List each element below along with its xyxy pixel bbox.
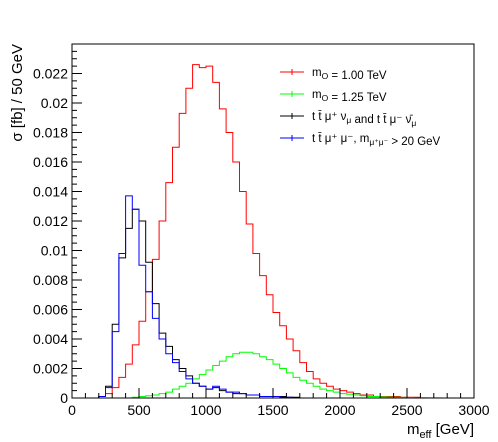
y-axis-label: σ [fb] / 50 GeV (9, 44, 26, 142)
y-tick-label: 0.006 (33, 302, 68, 318)
x-axis-label: meff [GeV] (407, 421, 474, 441)
y-tick-label: 0.012 (33, 213, 68, 229)
x-tick-label: 500 (127, 402, 151, 418)
legend-entry-label: t t̄ μ⁺ μ⁻, mμ⁺μ⁻ > 20 GeV (312, 133, 441, 148)
x-tick-label: 0 (68, 402, 76, 418)
histograms (72, 64, 474, 399)
legend-entry-label: t t̄ μ⁺ νμ and t t̄ μ⁻ ν̄μ (312, 111, 416, 128)
y-tick-label: 0.016 (33, 154, 68, 170)
y-tick-label: 0.022 (33, 66, 68, 82)
legend-entry-label: mO = 1.25 TeV (312, 89, 387, 104)
y-tick-label: 0.018 (33, 125, 68, 141)
x-tick-label: 1500 (257, 402, 288, 418)
y-tick-label: 0.02 (41, 95, 68, 111)
x-tick-label: 3000 (458, 402, 489, 418)
y-tick-label: 0 (60, 390, 68, 406)
y-tick-label: 0.014 (33, 184, 68, 200)
x-tick-label: 2000 (324, 402, 355, 418)
legend: mO = 1.00 TeV mO = 1.25 TeV t t̄ μ⁺ νμ and… (280, 67, 441, 148)
y-tick-label: 0.008 (33, 272, 68, 288)
y-tick-label: 0.004 (33, 331, 68, 347)
histogram-series-1 (72, 64, 474, 399)
x-tick-label: 2500 (391, 402, 422, 418)
legend-entry-label: mO = 1.00 TeV (312, 67, 387, 82)
y-tick-label: 0.002 (33, 361, 68, 377)
x-tick-label: 1000 (190, 402, 221, 418)
axes: 0 500 1000 1500 2000 2500 3000 0 0.002 0.004 0.006… (9, 43, 490, 441)
y-tick-label: 0.01 (41, 243, 68, 259)
